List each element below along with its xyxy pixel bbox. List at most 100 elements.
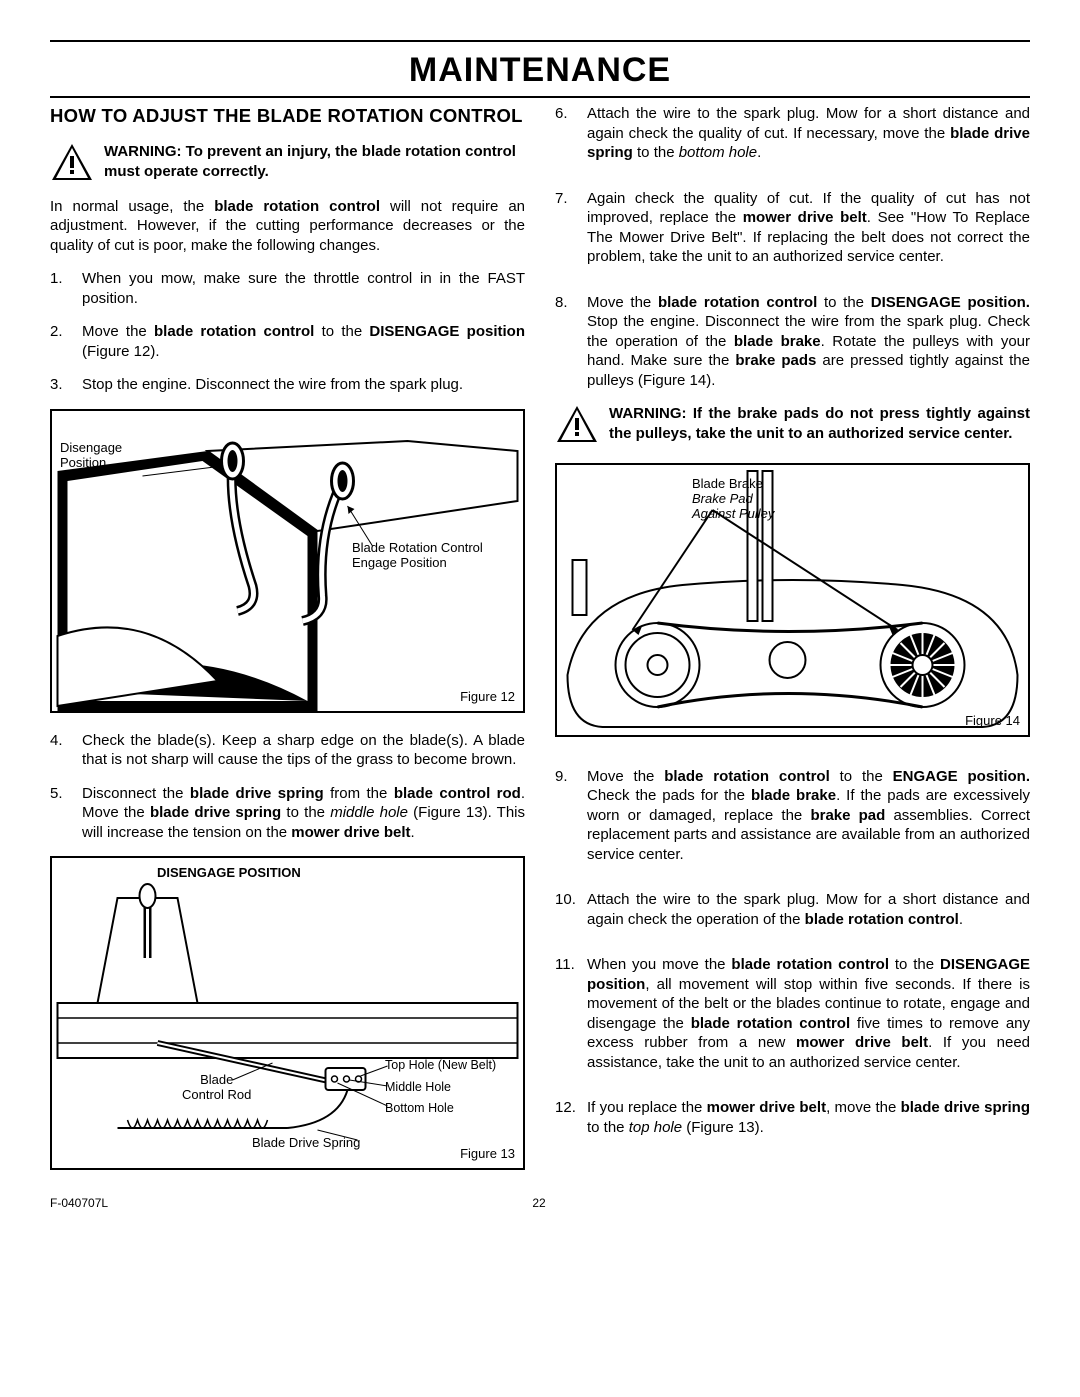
text: . [411,824,415,841]
text-bold: DISENGAGE position [369,323,525,340]
fig12-caption: Figure 12 [460,690,515,705]
text-bold: blade rotation control [658,294,817,311]
text-bold: blade rotation control [664,768,830,785]
text-italic: top hole [629,1119,682,1136]
text-italic: Against Pulley [692,506,774,521]
two-column-layout: HOW TO ADJUST THE BLADE ROTATION CONTROL… [50,104,1030,1188]
steps-list-6to8: Attach the wire to the spark plug. Mow f… [555,104,1030,390]
text: When you mow, make sure the throttle con… [82,270,525,307]
step-7: Again check the quality of cut. If the q… [555,189,1030,267]
figure-14: Blade Brake Brake Pad Against Pulley Fig… [555,463,1030,737]
text-bold: mower drive belt [291,824,410,841]
text: (Figure 12). [82,343,160,360]
text-bold: brake pad [810,807,885,824]
step-5: Disconnect the blade drive spring from t… [50,784,525,843]
text-bold: mower drive belt [707,1099,826,1116]
warning-block-2: WARNING: If the brake pads do not press … [555,404,1030,445]
text: from the [324,785,394,802]
step-2: Move the blade rotation control to the D… [50,322,525,361]
text: If you replace the [587,1099,707,1116]
text: Check the pads for the [587,787,751,804]
text-bold: blade rotation control [154,323,314,340]
text: Move the [82,323,154,340]
step-1: When you mow, make sure the throttle con… [50,269,525,308]
text: Engage Position [352,555,447,570]
footer-page-number: 22 [532,1196,545,1212]
text-bold: blade rotation control [214,198,380,215]
page-footer: F-040707L 22 [50,1196,1030,1212]
text-italic: Brake Pad [692,491,753,506]
text: to the [830,768,893,785]
page-frame: MAINTENANCE HOW TO ADJUST THE BLADE ROTA… [50,40,1030,1212]
fig13-caption: Figure 13 [460,1147,515,1162]
text-bold: blade control rod [394,785,521,802]
figure-14-illustration [557,465,1028,735]
warning-text-2: WARNING: If the brake pads do not press … [609,404,1030,445]
text: Blade [200,1072,233,1087]
text: to the [889,956,940,973]
text: Blade Rotation Control [352,540,483,555]
text-bold: mower drive belt [743,209,867,226]
figure-12: Disengage Position Blade Rotation Contro… [50,409,525,713]
text-italic: middle hole [330,804,408,821]
section-heading: HOW TO ADJUST THE BLADE ROTATION CONTROL [50,104,525,128]
fig13-label-tophole: Top Hole (New Belt) [385,1058,496,1072]
step-6: Attach the wire to the spark plug. Mow f… [555,104,1030,163]
text: to the [817,294,871,311]
fig13-label-rod: Blade Control Rod [182,1073,251,1103]
text: In normal usage, the [50,198,214,215]
fig12-label-disengage: Disengage Position [60,441,122,471]
text: Blade Brake [692,476,763,491]
text: Check the blade(s). Keep a sharp edge on… [82,732,525,769]
fig12-label-brc: Blade Rotation Control Engage Position [352,541,483,571]
text: , move the [826,1099,901,1116]
steps-list-9to12: Move the blade rotation control to the E… [555,767,1030,1138]
warning-text-1: WARNING: To prevent an injury, the blade… [104,142,525,183]
text: Move the [587,294,658,311]
text-bold: DISENGAGE position. [871,294,1030,311]
left-column: HOW TO ADJUST THE BLADE ROTATION CONTROL… [50,104,525,1188]
text: . [757,144,761,161]
text: Disengage [60,440,122,455]
text: Move the [587,768,664,785]
text: Disconnect the [82,785,190,802]
text: Position [60,455,106,470]
steps-list-1to3: When you mow, make sure the throttle con… [50,269,525,395]
text-bold: blade rotation control [691,1015,850,1032]
text-italic: bottom hole [679,144,757,161]
text: Control Rod [182,1087,251,1102]
warning-icon [50,142,94,182]
text-bold: blade brake [751,787,836,804]
figure-13-illustration [52,858,523,1168]
step-10: Attach the wire to the spark plug. Mow f… [555,890,1030,929]
text: to the [314,323,369,340]
steps-list-4to5: Check the blade(s). Keep a sharp edge on… [50,731,525,843]
figure-13: DISENGAGE POSITION Blade Control Rod Bla… [50,856,525,1170]
intro-paragraph: In normal usage, the blade rotation cont… [50,197,525,256]
step-9: Move the blade rotation control to the E… [555,767,1030,865]
text-bold: blade drive spring [150,804,281,821]
warning-block-1: WARNING: To prevent an injury, the blade… [50,142,525,183]
fig13-label-bottom: Bottom Hole [385,1101,454,1115]
text: to the [633,144,679,161]
text-bold: brake pads [735,352,816,369]
fig14-caption: Figure 14 [965,714,1020,729]
fig13-label-spring: Blade Drive Spring [252,1136,360,1151]
text: (Figure 13). [682,1119,764,1136]
text-bold: blade drive spring [190,785,324,802]
text: to the [587,1119,629,1136]
fig13-label-middle: Middle Hole [385,1080,451,1094]
step-4: Check the blade(s). Keep a sharp edge on… [50,731,525,770]
step-12: If you replace the mower drive belt, mov… [555,1098,1030,1137]
text-bold: blade brake [734,333,821,350]
text-bold: blade drive spring [901,1099,1030,1116]
text-bold: ENGAGE position. [893,768,1030,785]
text: Stop the engine. Disconnect the wire fro… [82,376,463,393]
footer-doc-id: F-040707L [50,1196,108,1212]
text-bold: mower drive belt [796,1034,928,1051]
text: to the [281,804,330,821]
right-column: Attach the wire to the spark plug. Mow f… [555,104,1030,1188]
step-8: Move the blade rotation control to the D… [555,293,1030,391]
text: When you move the [587,956,731,973]
text-bold: blade rotation control [805,911,959,928]
